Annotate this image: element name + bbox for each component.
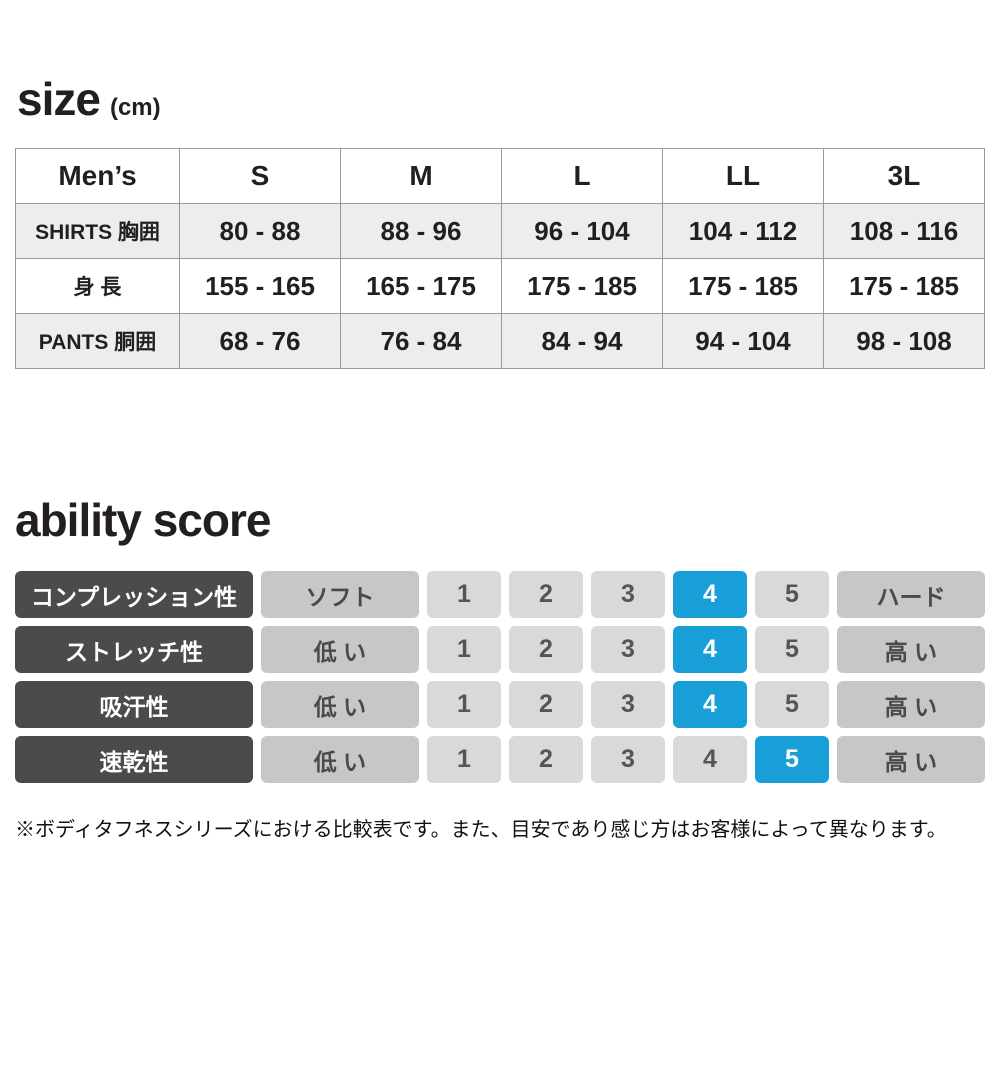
ability-row-stretch: ストレッチ性 低 い 1 2 3 4 5 高 い	[15, 626, 985, 673]
size-row-pants: PANTS 胴囲 68 - 76 76 - 84 84 - 94 94 - 10…	[15, 313, 985, 369]
ability-score-cell-4: 4	[673, 681, 747, 728]
size-value: 76 - 84	[340, 313, 502, 369]
ability-row-compression: コンプレッション性 ソフト 1 2 3 4 5 ハード	[15, 571, 985, 618]
size-row-label: SHIRTS 胸囲	[15, 203, 180, 259]
ability-low-label: 低 い	[261, 736, 419, 783]
ability-score-cell-3: 3	[591, 681, 665, 728]
ability-score-cell-5: 5	[755, 571, 829, 618]
size-value: 165 - 175	[340, 258, 502, 314]
ability-score-cell-3: 3	[591, 571, 665, 618]
size-col-header-m: M	[340, 148, 502, 204]
ability-section-title: ability score	[15, 494, 271, 546]
size-col-header-l: L	[501, 148, 663, 204]
size-col-header-ll: LL	[662, 148, 824, 204]
size-value: 88 - 96	[340, 203, 502, 259]
size-value: 94 - 104	[662, 313, 824, 369]
ability-score-cell-4: 4	[673, 626, 747, 673]
ability-row-label: 吸汗性	[15, 681, 253, 728]
size-row-height: 身 長 155 - 165 165 - 175 175 - 185 175 - …	[15, 258, 985, 314]
ability-row-quick-dry: 速乾性 低 い 1 2 3 4 5 高 い	[15, 736, 985, 783]
ability-score-cell-2: 2	[509, 736, 583, 783]
size-section-title: size (cm)	[17, 76, 1000, 122]
size-title-text: size	[17, 73, 101, 125]
ability-row-sweat-absorb: 吸汗性 低 い 1 2 3 4 5 高 い	[15, 681, 985, 728]
ability-score-cell-3: 3	[591, 736, 665, 783]
ability-score-cell-5: 5	[755, 626, 829, 673]
ability-score-cell-1: 1	[427, 626, 501, 673]
size-value: 84 - 94	[501, 313, 663, 369]
ability-score-cell-4: 4	[673, 736, 747, 783]
ability-low-label: 低 い	[261, 626, 419, 673]
ability-score-cell-2: 2	[509, 626, 583, 673]
size-value: 98 - 108	[823, 313, 985, 369]
size-value: 96 - 104	[501, 203, 663, 259]
ability-score-table: コンプレッション性 ソフト 1 2 3 4 5 ハード ストレッチ性 低 い 1…	[15, 571, 985, 783]
size-unit-label: (cm)	[109, 94, 161, 121]
ability-high-label: 高 い	[837, 736, 985, 783]
size-row-label: 身 長	[15, 258, 180, 314]
size-table: Men’s S M L LL 3L SHIRTS 胸囲 80 - 88 88 -…	[15, 148, 985, 369]
ability-low-label: ソフト	[261, 571, 419, 618]
ability-score-cell-5: 5	[755, 736, 829, 783]
ability-score-cell-1: 1	[427, 681, 501, 728]
size-row-label: PANTS 胴囲	[15, 313, 180, 369]
size-value: 155 - 165	[179, 258, 341, 314]
ability-high-label: ハード	[837, 571, 985, 618]
size-value: 175 - 185	[823, 258, 985, 314]
ability-score-cell-2: 2	[509, 681, 583, 728]
ability-low-label: 低 い	[261, 681, 419, 728]
ability-row-label: コンプレッション性	[15, 571, 253, 618]
ability-score-cell-2: 2	[509, 571, 583, 618]
ability-row-label: 速乾性	[15, 736, 253, 783]
ability-high-label: 高 い	[837, 626, 985, 673]
size-value: 175 - 185	[662, 258, 824, 314]
size-value: 104 - 112	[662, 203, 824, 259]
ability-score-cell-5: 5	[755, 681, 829, 728]
ability-score-cell-4: 4	[673, 571, 747, 618]
ability-score-cell-1: 1	[427, 736, 501, 783]
size-value: 68 - 76	[179, 313, 341, 369]
ability-score-cell-1: 1	[427, 571, 501, 618]
size-value: 175 - 185	[501, 258, 663, 314]
size-value: 108 - 116	[823, 203, 985, 259]
ability-row-label: ストレッチ性	[15, 626, 253, 673]
size-col-header-3l: 3L	[823, 148, 985, 204]
size-col-header-mens: Men’s	[15, 148, 180, 204]
size-col-header-s: S	[179, 148, 341, 204]
size-table-header-row: Men’s S M L LL 3L	[15, 148, 985, 204]
size-row-shirts: SHIRTS 胸囲 80 - 88 88 - 96 96 - 104 104 -…	[15, 203, 985, 259]
ability-high-label: 高 い	[837, 681, 985, 728]
size-value: 80 - 88	[179, 203, 341, 259]
ability-score-cell-3: 3	[591, 626, 665, 673]
disclaimer-note: ※ボディタフネスシリーズにおける比較表です。また、目安であり感じ方はお客様によっ…	[15, 819, 947, 841]
